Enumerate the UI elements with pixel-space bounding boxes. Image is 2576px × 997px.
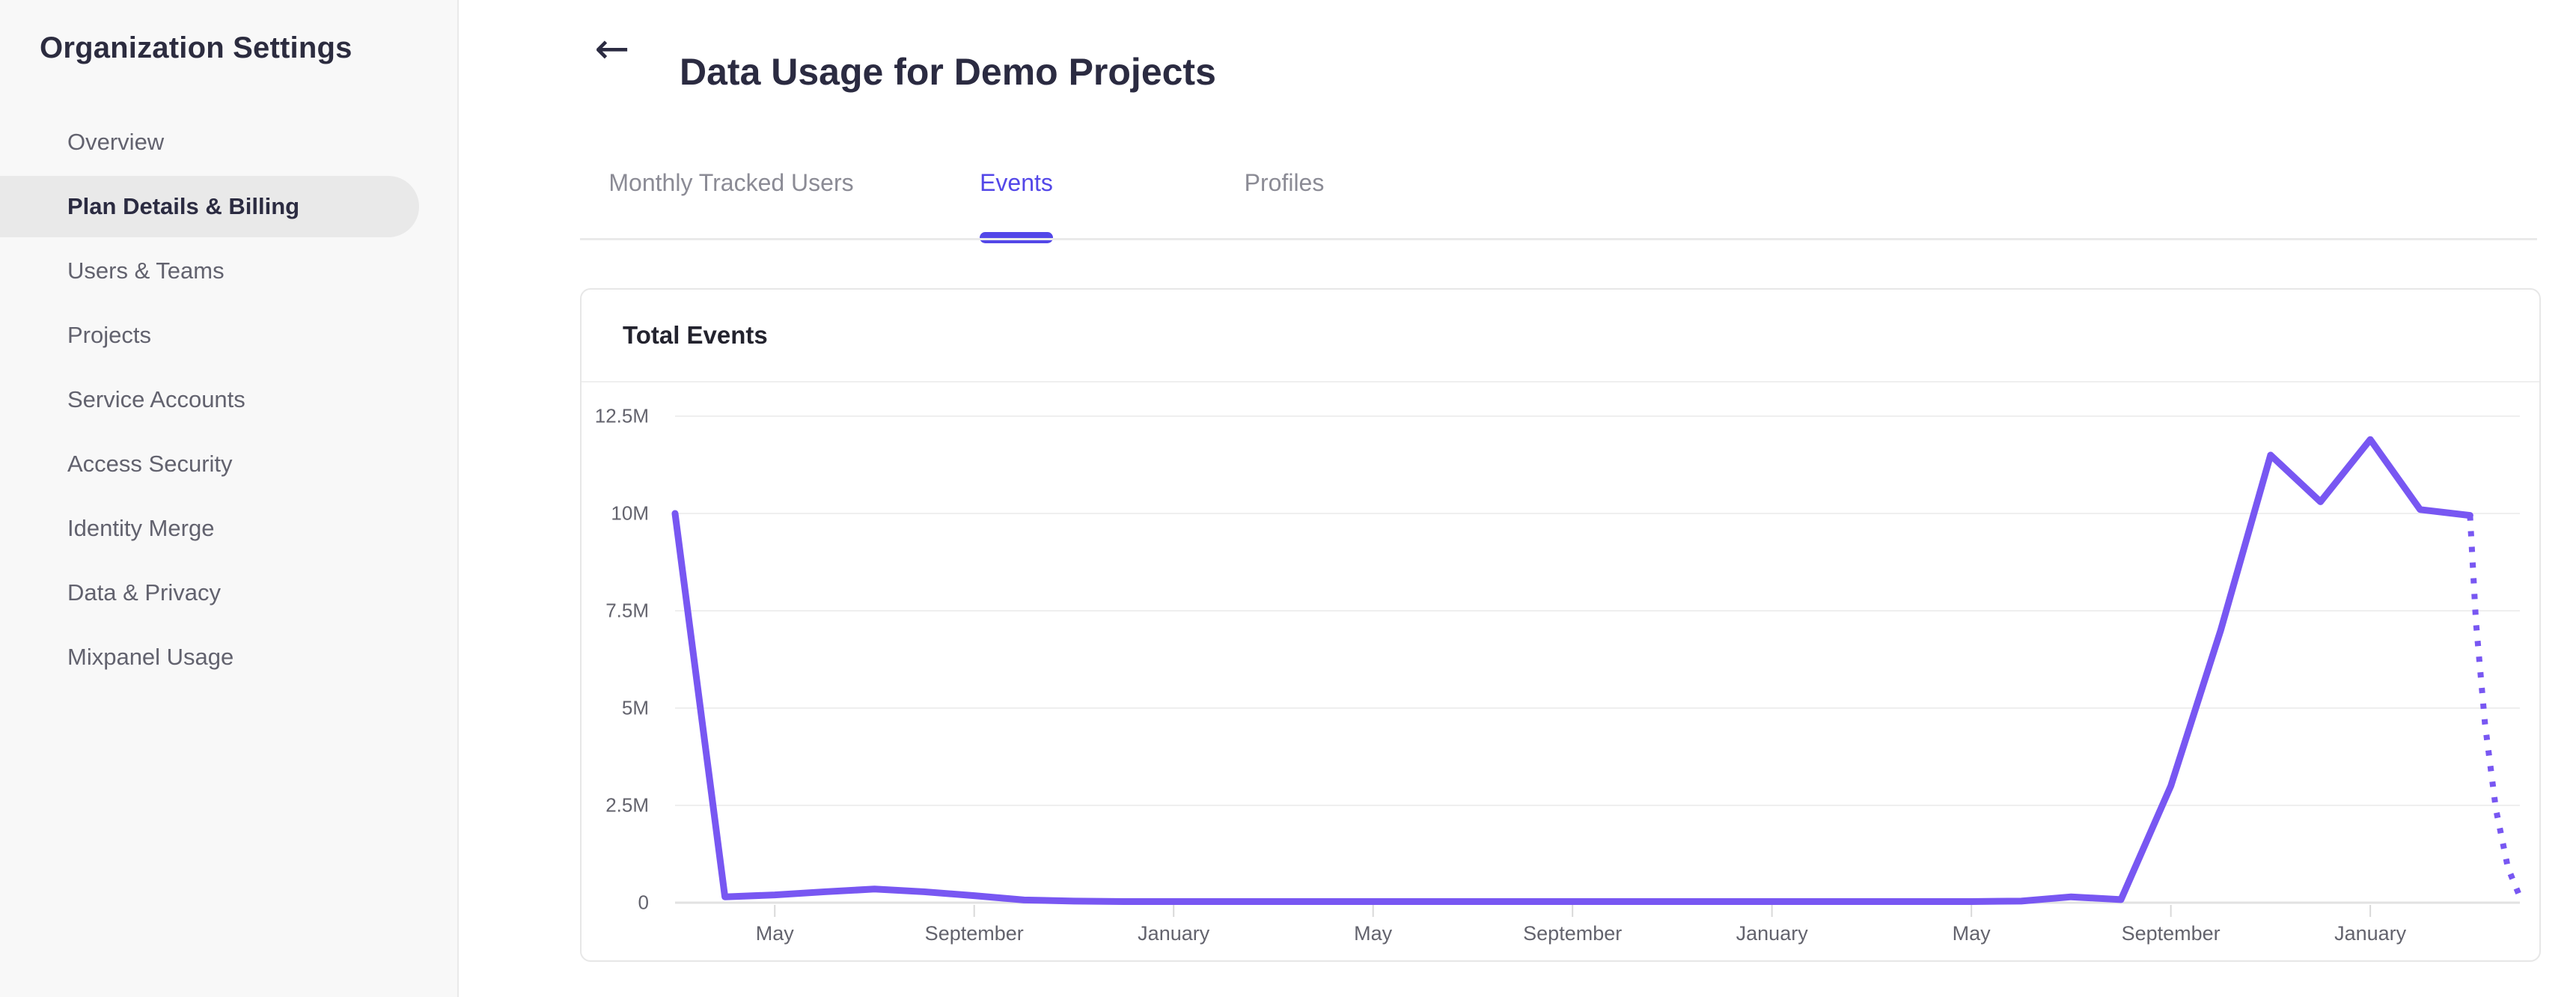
sidebar-item-label: Access Security bbox=[67, 451, 233, 477]
x-axis-label: May bbox=[755, 922, 794, 945]
total-events-projected-dotted-line bbox=[2467, 515, 2523, 898]
x-axis-label: January bbox=[1736, 922, 1808, 945]
sidebar-item-overview[interactable]: Overview bbox=[0, 110, 457, 174]
total-events-card: Total Events 12.5M 10M 7.5M 5M 2.5M 0 May Septe… bbox=[580, 288, 2541, 962]
x-axis-label: January bbox=[2334, 922, 2407, 945]
sidebar-item-label: Data & Privacy bbox=[67, 579, 222, 606]
tab-profiles[interactable]: Profiles bbox=[1244, 169, 1325, 196]
x-axis-label: January bbox=[1138, 922, 1210, 945]
x-axis-label: September bbox=[924, 922, 1024, 945]
x-axis-label: September bbox=[1523, 922, 1623, 945]
y-axis-label: 10M bbox=[611, 501, 649, 525]
tabs-underline bbox=[580, 238, 2537, 240]
sidebar-item-label: Projects bbox=[67, 322, 151, 348]
y-axis-label: 5M bbox=[621, 696, 649, 719]
chart-title: Total Events bbox=[623, 321, 768, 349]
sidebar-item-projects[interactable]: Projects bbox=[0, 303, 457, 368]
selected-item-pill bbox=[0, 176, 419, 237]
tab-events[interactable]: Events bbox=[980, 169, 1053, 196]
sidebar-item-access-security[interactable]: Access Security bbox=[0, 432, 457, 496]
x-axis-label: May bbox=[1354, 922, 1393, 945]
sidebar: Organization Settings Overview Plan Detai… bbox=[0, 0, 459, 997]
sidebar-item-label: Service Accounts bbox=[67, 386, 245, 412]
back-button[interactable]: ← bbox=[582, 19, 642, 79]
sidebar-title: Organization Settings bbox=[40, 31, 352, 64]
sidebar-item-plan-details-billing[interactable]: Plan Details & Billing bbox=[0, 174, 457, 239]
total-events-chart bbox=[671, 415, 2523, 917]
y-axis-label: 0 bbox=[638, 891, 649, 914]
sidebar-item-label: Identity Merge bbox=[67, 515, 215, 541]
sidebar-nav: Overview Plan Details & Billing Users & Te… bbox=[0, 110, 457, 689]
sidebar-item-identity-merge[interactable]: Identity Merge bbox=[0, 496, 457, 561]
y-axis-label: 12.5M bbox=[594, 404, 649, 427]
total-events-line bbox=[671, 436, 2473, 905]
y-axis-label: 2.5M bbox=[605, 793, 649, 817]
sidebar-item-label: Users & Teams bbox=[67, 257, 225, 284]
sidebar-item-data-privacy[interactable]: Data & Privacy bbox=[0, 561, 457, 625]
sidebar-item-service-accounts[interactable]: Service Accounts bbox=[0, 368, 457, 432]
card-divider bbox=[582, 381, 2539, 382]
active-tab-indicator bbox=[980, 232, 1053, 243]
tab-monthly-tracked-users[interactable]: Monthly Tracked Users bbox=[608, 169, 854, 196]
sidebar-item-users-teams[interactable]: Users & Teams bbox=[0, 239, 457, 303]
sidebar-item-mixpanel-usage[interactable]: Mixpanel Usage bbox=[0, 625, 457, 689]
sidebar-item-label: Overview bbox=[67, 129, 165, 155]
page-title: Data Usage for Demo Projects bbox=[680, 50, 1216, 93]
sidebar-item-label: Plan Details & Billing bbox=[67, 193, 300, 219]
y-axis-label: 7.5M bbox=[605, 599, 649, 622]
sidebar-item-label: Mixpanel Usage bbox=[67, 644, 234, 670]
x-axis-label: September bbox=[2121, 922, 2221, 945]
x-axis-label: May bbox=[1952, 922, 1991, 945]
